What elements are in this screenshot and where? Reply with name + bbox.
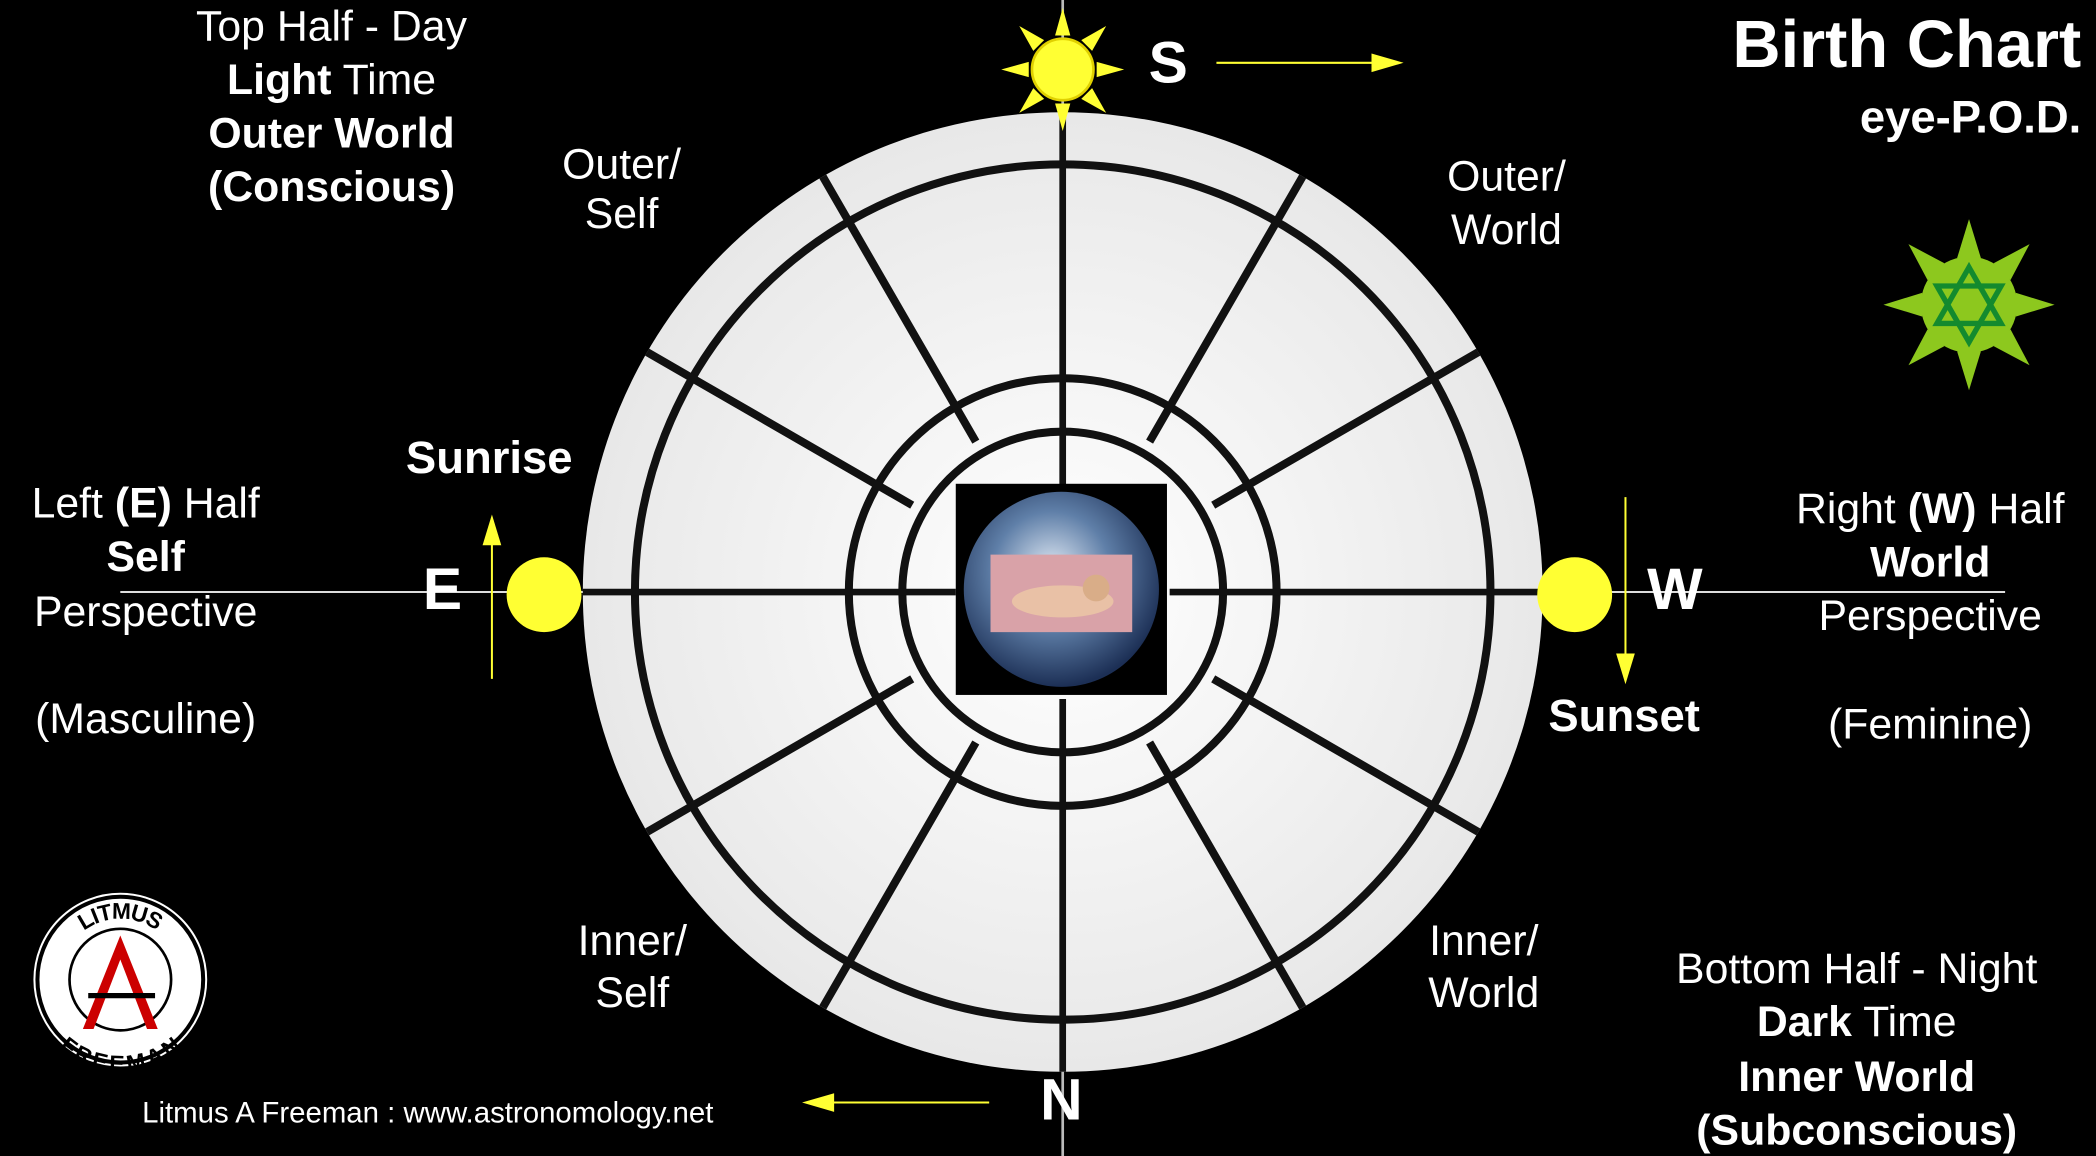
sunrise-sun <box>506 557 582 633</box>
arrows <box>482 53 1635 1112</box>
title: Birth Chart <box>1732 8 2081 82</box>
description-line: Bottom Half - Night <box>1676 945 2037 993</box>
wheel-spoke <box>1211 675 1481 836</box>
sunset-sun <box>1537 557 1613 633</box>
star-ray <box>1957 351 1981 391</box>
sun-ray <box>1081 88 1107 113</box>
subtitle: eye-P.O.D. <box>1860 91 2081 142</box>
footer: Litmus A Freeman : www.astronomology.net <box>142 1096 713 1129</box>
description-line: Light Time <box>227 56 436 104</box>
star-triangle <box>1932 283 2006 348</box>
sunrise-label: Sunrise <box>406 432 573 483</box>
description-line: (Subconscious) <box>1696 1107 2017 1155</box>
quadrant-label: Self <box>585 190 659 238</box>
description-line: (Conscious) <box>208 163 455 211</box>
text-segment: Time <box>331 56 436 104</box>
sun-ray <box>1096 61 1125 78</box>
quadrant-label: Inner/ <box>578 917 687 965</box>
text-segment: Light <box>227 56 332 104</box>
arrow-head <box>1616 653 1635 685</box>
logo-inner <box>68 927 173 1032</box>
sun-ray <box>1001 61 1029 78</box>
description-line: Top Half - Day <box>196 3 468 51</box>
quadrant-label: Self <box>595 969 669 1017</box>
arrow-head <box>482 514 502 546</box>
sunset-label: Sunset <box>1548 690 1700 741</box>
sun-ray <box>1055 8 1071 36</box>
text-segment: Half <box>172 480 260 528</box>
description-line: (Masculine) <box>35 695 256 743</box>
sun-ray <box>1081 26 1107 51</box>
description-line: Right (W) Half <box>1796 485 2065 533</box>
quadrant-label: Outer/ <box>1447 152 1566 200</box>
earth-image <box>955 483 1167 695</box>
star-center <box>1920 256 2018 353</box>
text-segment: (W) <box>1908 485 1977 533</box>
wheel-spoke <box>819 740 980 1010</box>
star-ray <box>1957 219 1981 259</box>
wheel-spoke <box>645 675 915 836</box>
noon-sun <box>1030 37 1095 102</box>
star-ray <box>1883 292 1923 317</box>
baby-head <box>1082 574 1110 602</box>
text-segment: (E) <box>115 480 172 528</box>
wheel-spoke <box>1146 740 1307 1010</box>
logo-a <box>82 935 158 1030</box>
description-line: Dark Time <box>1757 998 1957 1046</box>
logo-disk <box>30 890 210 1070</box>
quadrant-label: World <box>1428 969 1539 1017</box>
wheel-spoke <box>1211 348 1481 509</box>
direction-label: E <box>423 557 462 622</box>
sun-ray <box>1019 26 1045 51</box>
direction-label: S <box>1149 30 1188 95</box>
text-segment: Half <box>1977 485 2065 533</box>
description-line: Inner World <box>1738 1053 1975 1101</box>
description-line: Perspective <box>34 588 257 636</box>
wheel-spoke <box>645 348 915 509</box>
wheel-spoke <box>819 174 980 444</box>
direction-label: N <box>1040 1067 1082 1132</box>
star-ray <box>2015 292 2055 317</box>
star-emblem <box>1883 219 2055 391</box>
direction-label: W <box>1647 557 1703 622</box>
description-line: World <box>1870 539 1990 587</box>
suns <box>506 8 1613 633</box>
description-line: Self <box>106 533 185 581</box>
sun-ray <box>1019 88 1045 113</box>
arrow-head <box>802 1093 835 1112</box>
description-line: (Feminine) <box>1828 700 2032 748</box>
description-line: Left (E) Half <box>32 480 260 528</box>
quadrant-label: Inner/ <box>1429 917 1538 965</box>
text-segment: Time <box>1852 998 1957 1046</box>
wheel-spoke <box>1146 174 1307 444</box>
quadrant-label: World <box>1451 206 1562 254</box>
sun-ray <box>1055 103 1071 131</box>
logo-ring <box>35 894 206 1065</box>
description-line: Perspective <box>1819 592 2042 640</box>
quadrant-label: Outer/ <box>562 140 681 188</box>
description-line: Outer World <box>208 110 454 158</box>
text-segment: Dark <box>1757 998 1852 1046</box>
text-segment: Left <box>32 480 115 528</box>
arrow-head <box>1371 53 1404 73</box>
text-segment: Right <box>1796 485 1908 533</box>
logo: LITMUS FREEMAN <box>30 890 210 1076</box>
star-triangle <box>1932 261 2006 327</box>
